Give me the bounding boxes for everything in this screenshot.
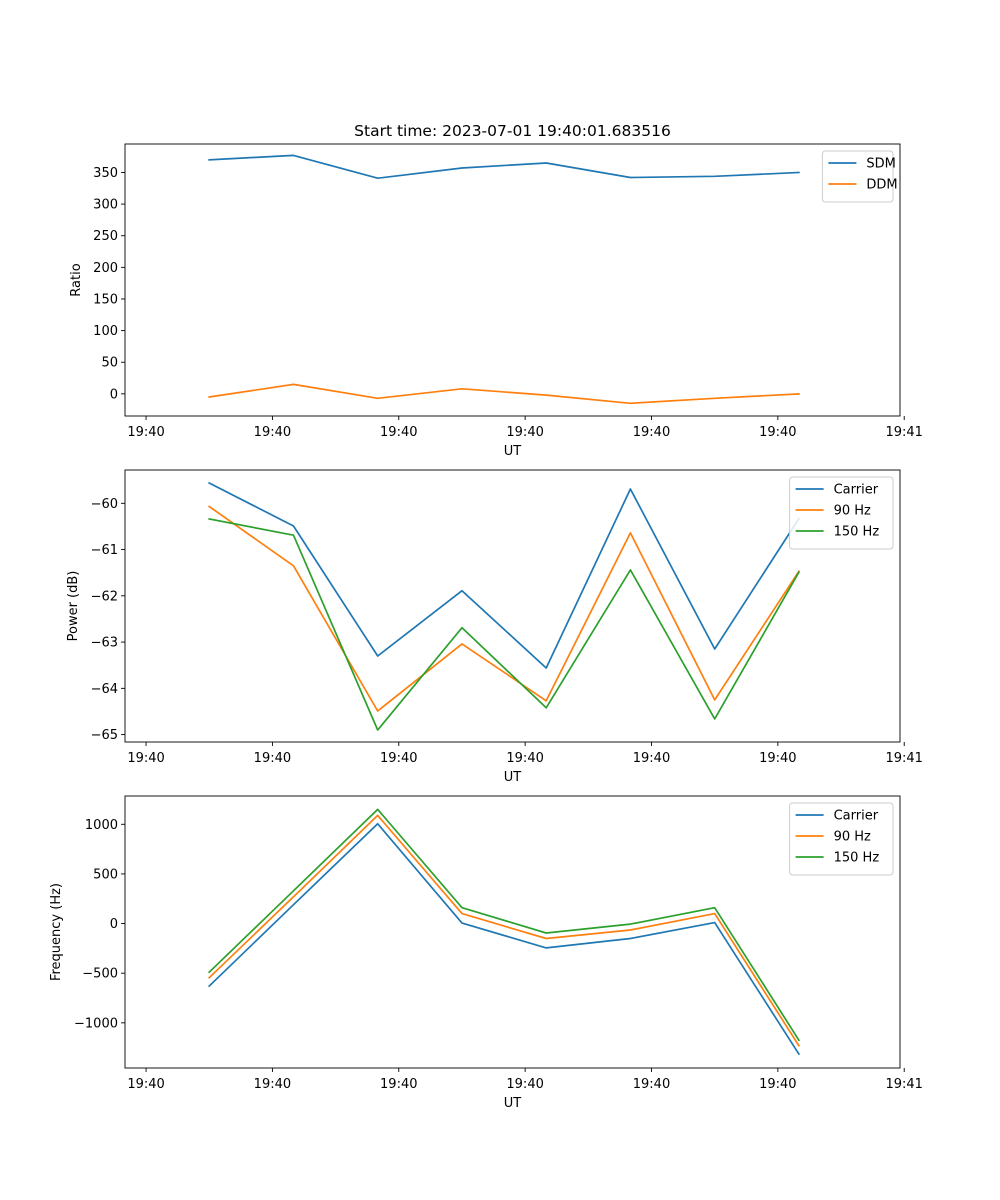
y-tick-label: 50 (101, 356, 118, 371)
y-tick-label: 200 (93, 261, 118, 276)
y-tick-label: −60 (91, 497, 118, 512)
y-tick-label: −61 (91, 543, 118, 558)
x-tick-label: 19:40 (127, 751, 164, 766)
x-axis-label: UT (504, 770, 522, 785)
legend-entry: 90 Hz (834, 504, 871, 519)
panel-3: −1000 −500 0 500 1000 19:40 19:40 19:40 19:40 19:… (49, 795, 923, 1111)
legend-entry: DDM (866, 178, 897, 193)
series-line-150-hz (208, 518, 801, 731)
x-tick-label: 19:40 (380, 751, 417, 766)
y-axis-label: Frequency (Hz) (49, 883, 64, 981)
x-tick-label: 19:41 (885, 751, 922, 766)
series-line-carrier (208, 481, 801, 669)
x-tick-label: 19:40 (380, 1077, 417, 1092)
x-tick-label: 19:40 (127, 425, 164, 440)
x-tick-label: 19:41 (885, 1077, 922, 1092)
y-tick-label: 100 (93, 324, 118, 339)
x-tick-label: 19:40 (127, 1077, 164, 1092)
x-tick-label: 19:40 (506, 1077, 543, 1092)
x-tick-label: 19:40 (506, 425, 543, 440)
x-tick-label: 19:40 (506, 751, 543, 766)
legend-entry: SDM (866, 157, 895, 172)
y-tick-label: −500 (82, 967, 118, 982)
x-axis-label: UT (504, 444, 522, 459)
series-line-carrier (207, 822, 801, 1056)
legend-entry: Carrier (834, 809, 879, 824)
x-tick-label: 19:40 (254, 751, 291, 766)
series-line-90-hz (208, 505, 801, 712)
axes-frame (124, 469, 901, 743)
y-axis-label: Power (dB) (66, 571, 81, 642)
series-line-150-hz (207, 808, 801, 1042)
legend: Carrier 90 Hz 150 Hz (789, 802, 894, 876)
y-tick-label: 350 (93, 166, 118, 181)
x-tick-label: 19:40 (254, 1077, 291, 1092)
y-tick-label: 500 (93, 867, 118, 882)
y-tick-label: −65 (91, 728, 118, 743)
panel-1: 0 50 100 150 200 250 300 350 19:40 19:40 19:40 19:4… (69, 143, 923, 459)
axes-frame (124, 795, 901, 1069)
x-tick-label: 19:40 (759, 1077, 796, 1092)
x-tick-label: 19:40 (633, 425, 670, 440)
axes-frame (124, 143, 901, 417)
x-axis-label: UT (504, 1096, 522, 1111)
legend-entry: 150 Hz (834, 851, 880, 866)
y-tick-label: 0 (110, 387, 118, 402)
x-tick-label: 19:40 (254, 425, 291, 440)
legend: Carrier 90 Hz 150 Hz (789, 476, 894, 550)
y-tick-label: −63 (91, 636, 118, 651)
x-tick-label: 19:40 (633, 1077, 670, 1092)
x-tick-label: 19:40 (380, 425, 417, 440)
y-tick-label: −64 (91, 682, 118, 697)
y-tick-label: −62 (91, 589, 118, 604)
y-axis-label: Ratio (69, 263, 84, 296)
x-tick-label: 19:41 (885, 425, 922, 440)
figure-title: Start time: 2023-07-01 19:40:01.683516 (354, 122, 671, 140)
x-tick-label: 19:40 (759, 425, 796, 440)
y-tick-label: 150 (93, 292, 118, 307)
y-tick-label: 250 (93, 229, 118, 244)
series-line-ddm (208, 383, 800, 405)
legend: SDM DDM (821, 150, 898, 203)
y-tick-label: 0 (110, 917, 118, 932)
x-tick-label: 19:40 (759, 751, 796, 766)
y-tick-label: 1000 (85, 818, 118, 833)
y-tick-label: 300 (93, 198, 118, 213)
y-tick-label: −1000 (74, 1016, 118, 1031)
legend-entry: 150 Hz (834, 525, 880, 540)
legend-entry: Carrier (834, 483, 879, 498)
legend-entry: 90 Hz (834, 830, 871, 845)
series-line-sdm (208, 154, 800, 180)
series-line-90-hz (207, 814, 801, 1047)
panel-2: −65 −64 −63 −62 −61 −60 19:40 19:40 19:40 19:40 19… (66, 469, 923, 785)
x-tick-label: 19:40 (633, 751, 670, 766)
